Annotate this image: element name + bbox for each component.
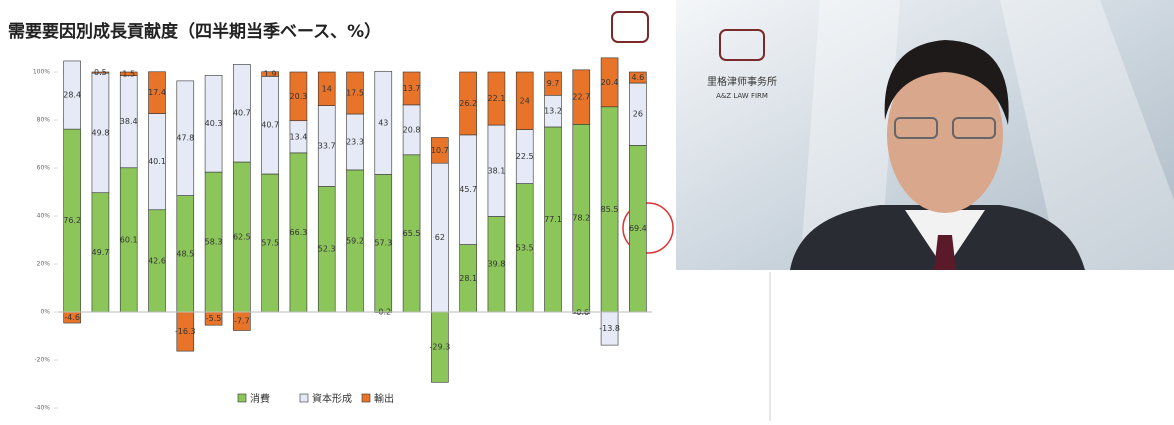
data-label: 10.7 <box>431 146 449 155</box>
y-tick-label: 60% <box>37 165 51 172</box>
data-label: 52.3 <box>318 245 336 254</box>
data-label: 78.2 <box>572 214 590 223</box>
data-label: -13.8 <box>599 324 620 333</box>
data-label: 22.7 <box>572 93 590 102</box>
y-tick-label: 0% <box>40 309 50 316</box>
data-label: 13.4 <box>290 132 308 141</box>
data-label: -0.6 <box>573 308 589 317</box>
data-label: 57.3 <box>374 239 392 248</box>
data-label: 40.7 <box>233 109 251 118</box>
data-label: 14 <box>322 84 332 93</box>
video-panel: 里格津师事务所 A&Z LAW FIRM <box>676 0 1174 270</box>
data-label: 38.1 <box>488 166 506 175</box>
data-label: 1.5 <box>122 69 135 78</box>
data-label: 26.2 <box>459 99 477 108</box>
data-label: 69.4 <box>629 224 647 233</box>
data-label: 76.2 <box>63 216 81 225</box>
data-label: 24 <box>520 96 530 105</box>
data-label: 42.6 <box>148 256 166 265</box>
data-label: 20.4 <box>601 78 619 87</box>
y-tick-label: -40% <box>34 405 50 412</box>
data-label: 59.2 <box>346 236 364 245</box>
data-label: 9.7 <box>547 79 560 88</box>
data-label: -16.3 <box>175 327 196 336</box>
data-label: -29.3 <box>430 343 451 352</box>
data-label: 40.7 <box>261 121 279 130</box>
data-label: 66.3 <box>290 228 308 237</box>
data-label: 26 <box>633 110 643 119</box>
data-label: 53.5 <box>516 243 534 252</box>
data-label: 33.7 <box>318 142 336 151</box>
data-label: -5.5 <box>206 314 222 323</box>
y-tick-label: 20% <box>37 261 51 268</box>
data-label: 4.6 <box>631 73 644 82</box>
data-label: 40.1 <box>148 157 166 166</box>
data-label: 23.3 <box>346 137 364 146</box>
data-label: 28.4 <box>63 91 81 100</box>
firm-name: 里格津师事务所 <box>707 75 777 88</box>
data-label: 20.3 <box>290 92 308 101</box>
data-label: 77.1 <box>544 215 562 224</box>
data-label: 45.7 <box>459 185 477 194</box>
data-label: 39.8 <box>488 260 506 269</box>
legend-label: 資本形成 <box>312 392 352 405</box>
data-label: 43 <box>378 118 388 127</box>
y-tick-label: 100% <box>33 69 50 76</box>
data-label: 13.2 <box>544 107 562 116</box>
y-tick-label: 40% <box>37 213 51 220</box>
data-label: 40.3 <box>205 119 223 128</box>
data-label: 57.5 <box>261 239 279 248</box>
data-label: 28.1 <box>459 274 477 283</box>
y-tick-label: 80% <box>37 117 51 124</box>
data-label: 22.1 <box>488 94 506 103</box>
legend-label: 消費 <box>250 392 270 405</box>
data-label: 62.5 <box>233 233 251 242</box>
data-label: 62 <box>435 233 445 242</box>
data-label: 38.4 <box>120 117 138 126</box>
data-label: -7.7 <box>234 317 250 326</box>
chart-title: 需要要因別成長貢献度（四半期当季ベース、%） <box>8 21 381 42</box>
slide-logo <box>612 12 648 42</box>
y-tick-label: -20% <box>34 357 50 364</box>
data-label: 85.5 <box>601 205 619 214</box>
data-label: 17.5 <box>346 89 364 98</box>
legend-swatch <box>238 394 246 402</box>
data-label: 22.5 <box>516 152 534 161</box>
data-label: 13.7 <box>403 84 421 93</box>
firm-name-en: A&Z LAW FIRM <box>716 92 768 100</box>
data-label: 49.7 <box>92 248 110 257</box>
data-label: 65.5 <box>403 229 421 238</box>
data-label: 58.3 <box>205 238 223 247</box>
data-label: 60.1 <box>120 235 138 244</box>
data-label: 0.5 <box>94 68 107 77</box>
legend-swatch <box>300 394 308 402</box>
legend-label: 輸出 <box>374 392 394 405</box>
data-label: -4.6 <box>64 313 80 322</box>
data-label: 49.8 <box>92 128 110 137</box>
data-label: 1.9 <box>264 70 277 79</box>
data-label: 48.5 <box>176 249 194 258</box>
legend-swatch <box>362 394 370 402</box>
data-label: 47.8 <box>176 134 194 143</box>
data-label: 20.8 <box>403 125 421 134</box>
data-label: 17.4 <box>148 88 166 97</box>
